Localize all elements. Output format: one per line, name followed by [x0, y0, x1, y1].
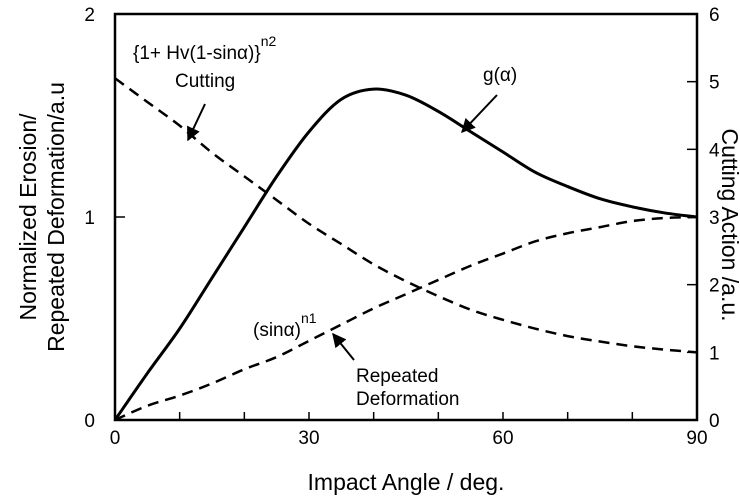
- series-cutting: [114, 77, 698, 354]
- x-tick-label: 30: [298, 428, 319, 449]
- y-axis-title-right: Cutting Action /a.u.: [717, 128, 740, 321]
- series-layer: [113, 77, 698, 422]
- deform-label-1: Repeated: [356, 366, 438, 387]
- y-left-tick-label: 2: [84, 5, 95, 26]
- cutting-label: Cutting: [175, 71, 235, 92]
- x-tick-label: 0: [110, 428, 121, 449]
- y-right-tick-label: 6: [709, 5, 720, 26]
- g-alpha-label: g(α): [483, 65, 517, 86]
- y-left-tick-label: 0: [84, 411, 95, 432]
- y-right-tick-label: 1: [709, 343, 720, 364]
- y-right-tick-label: 5: [709, 73, 720, 94]
- cutting-formula: {1+ Hv(1-sinα)}n2: [133, 33, 276, 64]
- deform-formula: (sinα)n1: [253, 310, 317, 341]
- y-right-tick-label: 2: [709, 276, 720, 297]
- y-right-tick-label: 3: [709, 208, 720, 229]
- y-axis-title-left-line1: Normalized Erosion/: [15, 113, 41, 321]
- y-right-tick-label: 4: [709, 140, 720, 161]
- g-arrow: [461, 94, 498, 134]
- series-repeated-deformation: [114, 215, 698, 422]
- cutting-arrow: [187, 103, 206, 142]
- x-axis-title: Impact Angle / deg.: [308, 469, 505, 495]
- y-right-tick-label: 0: [709, 411, 720, 432]
- y-left-tick-label: 1: [84, 208, 95, 229]
- deform-label-2: Deformation: [356, 389, 460, 410]
- x-tick-label: 90: [686, 428, 707, 449]
- y-axis-title-left-line2: Repeated Deformation/a.u: [43, 82, 69, 352]
- deform-arrow: [332, 332, 355, 361]
- x-tick-label: 60: [492, 428, 513, 449]
- series-g-alpha: [113, 87, 698, 421]
